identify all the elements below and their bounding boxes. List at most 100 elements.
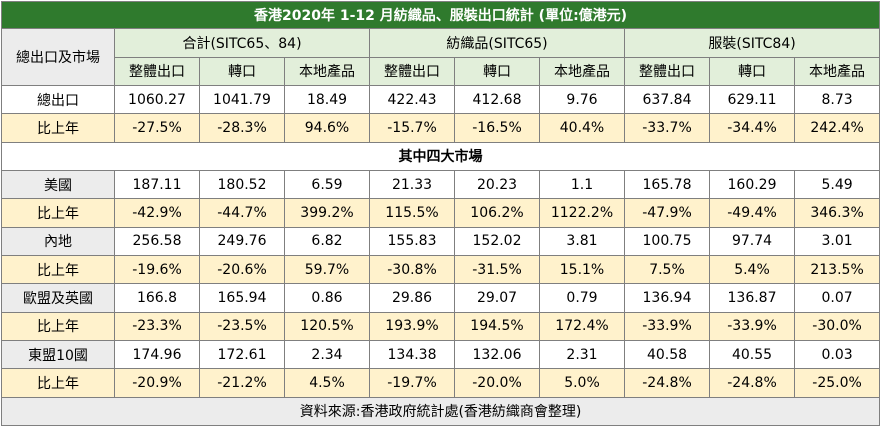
table-cell: 9.76 <box>539 84 625 115</box>
table-cell: 115.5% <box>369 198 455 228</box>
subheader-domestic-exports: 本地產品 <box>539 56 625 86</box>
table-row: 總出口 1060.27 1041.79 18.49 422.43 412.68 … <box>1 84 881 115</box>
subheader-re-exports: 轉口 <box>199 56 285 86</box>
group-header-clothing: 服裝(SITC84) <box>623 28 881 58</box>
table-cell: -24.8% <box>624 368 710 398</box>
table-cell: -21.2% <box>199 368 285 398</box>
table-cell: 0.03 <box>793 339 881 370</box>
row-label: 東盟10國 <box>1 339 115 370</box>
table-cell: 40.4% <box>539 113 625 143</box>
table-cell: 40.55 <box>709 339 795 370</box>
table-row: 比上年 -20.9% -21.2% 4.5% -19.7% -20.0% 5.0… <box>1 368 881 398</box>
row-label: 比上年 <box>1 311 115 341</box>
table-cell: 134.38 <box>369 339 455 370</box>
source-note: 資料來源:香港政府統計處(香港紡織商會整理) <box>0 396 881 427</box>
subheader-total-exports: 整體出口 <box>624 56 710 86</box>
table-cell: 399.2% <box>284 198 370 228</box>
table-cell: -20.0% <box>454 368 540 398</box>
table-cell: 180.52 <box>199 169 285 200</box>
table-cell: 8.73 <box>793 84 881 115</box>
table-cell: -33.9% <box>624 311 710 341</box>
table-cell: -23.3% <box>114 311 200 341</box>
table-cell: -33.7% <box>624 113 710 143</box>
table-cell: -27.5% <box>114 113 200 143</box>
table-cell: 412.68 <box>454 84 540 115</box>
section-title: 其中四大市場 <box>0 141 881 171</box>
table-cell: -20.6% <box>199 254 285 285</box>
table-cell: 40.58 <box>624 339 710 370</box>
table-cell: -15.7% <box>369 113 455 143</box>
table-cell: -31.5% <box>454 254 540 285</box>
table-cell: 242.4% <box>793 113 881 143</box>
table-cell: 0.86 <box>284 283 370 313</box>
table-cell: 132.06 <box>454 339 540 370</box>
table-cell: 94.6% <box>284 113 370 143</box>
subheader-re-exports: 轉口 <box>709 56 795 86</box>
table-row: 比上年 -23.3% -23.5% 120.5% 193.9% 194.5% 1… <box>1 311 881 341</box>
table-cell: 5.49 <box>793 169 881 200</box>
table-cell: -44.7% <box>199 198 285 228</box>
table-cell: -16.5% <box>454 113 540 143</box>
table-cell: 1041.79 <box>199 84 285 115</box>
table-cell: -25.0% <box>793 368 881 398</box>
table-cell: 187.11 <box>114 169 200 200</box>
table-cell: 29.86 <box>369 283 455 313</box>
table-row: 東盟10國 174.96 172.61 2.34 134.38 132.06 2… <box>1 339 881 370</box>
table-cell: 4.5% <box>284 368 370 398</box>
table-cell: 155.83 <box>369 226 455 256</box>
table-cell: -19.6% <box>114 254 200 285</box>
table-cell: 165.94 <box>199 283 285 313</box>
subheader-domestic-exports: 本地產品 <box>793 56 881 86</box>
row-label: 歐盟及英國 <box>1 283 115 313</box>
row-label: 美國 <box>1 169 115 200</box>
table-cell: 3.01 <box>793 226 881 256</box>
row-label: 比上年 <box>1 198 115 228</box>
table-cell: 0.07 <box>793 283 881 313</box>
table-cell: 172.4% <box>539 311 625 341</box>
table-cell: 637.84 <box>624 84 710 115</box>
table-cell: 213.5% <box>793 254 881 285</box>
table-cell: 136.87 <box>709 283 795 313</box>
table-cell: 249.76 <box>199 226 285 256</box>
group-header-textiles: 紡織品(SITC65) <box>369 28 625 58</box>
table-cell: 20.23 <box>454 169 540 200</box>
table-cell: 5.0% <box>539 368 625 398</box>
subheader-total-exports: 整體出口 <box>369 56 455 86</box>
table-row: 美國 187.11 180.52 6.59 21.33 20.23 1.1 16… <box>1 169 881 200</box>
table-cell: 18.49 <box>284 84 370 115</box>
table-cell: 172.61 <box>199 339 285 370</box>
table-cell: 59.7% <box>284 254 370 285</box>
table-cell: 2.34 <box>284 339 370 370</box>
table-cell: 165.78 <box>624 169 710 200</box>
table-row: 比上年 -19.6% -20.6% 59.7% -30.8% -31.5% 15… <box>1 254 881 285</box>
table-cell: -24.8% <box>709 368 795 398</box>
table-cell: 0.79 <box>539 283 625 313</box>
table-cell: -23.5% <box>199 311 285 341</box>
table-cell: 346.3% <box>793 198 881 228</box>
subheader-domestic-exports: 本地產品 <box>284 56 370 86</box>
table-cell: 15.1% <box>539 254 625 285</box>
table-cell: -42.9% <box>114 198 200 228</box>
row-label: 比上年 <box>1 368 115 398</box>
table-cell: 97.74 <box>709 226 795 256</box>
table-cell: 629.11 <box>709 84 795 115</box>
table-row: 比上年 -42.9% -44.7% 399.2% 115.5% 106.2% 1… <box>1 198 881 228</box>
table-cell: 136.94 <box>624 283 710 313</box>
table-cell: -47.9% <box>624 198 710 228</box>
subheader-total-exports: 整體出口 <box>114 56 200 86</box>
table-cell: -34.4% <box>709 113 795 143</box>
table-cell: 29.07 <box>454 283 540 313</box>
row-label: 總出口 <box>1 84 115 115</box>
table-cell: 174.96 <box>114 339 200 370</box>
table-cell: 160.29 <box>709 169 795 200</box>
table-cell: 1.1 <box>539 169 625 200</box>
table-cell: 6.59 <box>284 169 370 200</box>
table-cell: -33.9% <box>709 311 795 341</box>
table-row: 內地 256.58 249.76 6.82 155.83 152.02 3.81… <box>1 226 881 256</box>
table-cell: 106.2% <box>454 198 540 228</box>
table-cell: 194.5% <box>454 311 540 341</box>
table-cell: 1060.27 <box>114 84 200 115</box>
table-row: 比上年 -27.5% -28.3% 94.6% -15.7% -16.5% 40… <box>1 113 881 143</box>
table-cell: -30.8% <box>369 254 455 285</box>
table-row: 歐盟及英國 166.8 165.94 0.86 29.86 29.07 0.79… <box>1 283 881 313</box>
